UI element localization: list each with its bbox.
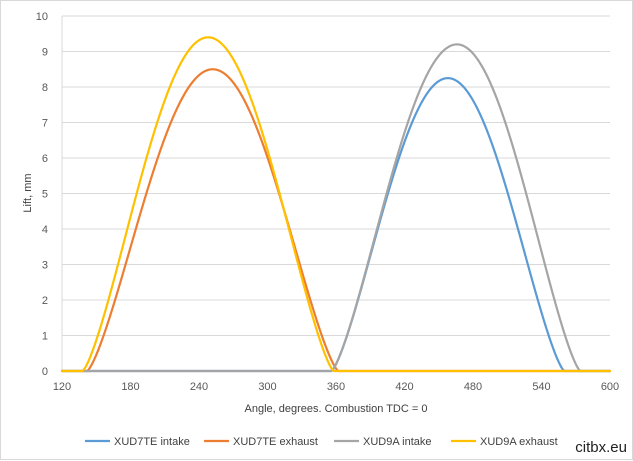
legend-label-1: XUD7TE exhaust: [233, 436, 318, 448]
x-tick-label: 540: [532, 381, 550, 393]
legend-label-3: XUD9A exhaust: [480, 436, 558, 448]
x-tick-label: 180: [121, 381, 139, 393]
x-tick-label: 480: [464, 381, 482, 393]
y-axis-label: Lift, mm: [22, 173, 34, 212]
y-tick-label: 4: [42, 224, 48, 236]
legend: XUD7TE intake XUD7TE exhaust XUD9A intake X…: [85, 436, 558, 448]
tick-labels: 0 1 2 3 4 5 6 7 8 9 10 120 180 240 300 360 420 480 540 600: [36, 11, 619, 393]
x-tick-label: 120: [53, 381, 71, 393]
x-tick-label: 240: [190, 381, 208, 393]
legend-label-0: XUD7TE intake: [114, 436, 190, 448]
y-tick-label: 6: [42, 153, 48, 165]
y-tick-label: 9: [42, 47, 48, 59]
y-tick-label: 3: [42, 260, 48, 272]
legend-label-2: XUD9A intake: [363, 436, 431, 448]
x-tick-label: 420: [395, 381, 413, 393]
series-line-3: [60, 36, 612, 373]
y-tick-label: 1: [42, 331, 48, 343]
gridlines: [62, 15, 610, 336]
x-axis-label: Angle, degrees. Combustion TDC = 0: [245, 403, 428, 415]
y-tick-label: 7: [42, 118, 48, 130]
x-tick-label: 360: [327, 381, 345, 393]
series-lines: [60, 36, 612, 373]
y-tick-label: 5: [42, 189, 48, 201]
series-line-1: [60, 68, 612, 373]
x-tick-label: 600: [601, 381, 619, 393]
series-line-2: [60, 43, 612, 373]
y-tick-label: 0: [42, 366, 48, 378]
watermark-text: citbx.eu: [573, 439, 629, 456]
y-tick-label: 2: [42, 295, 48, 307]
y-tick-label: 10: [36, 11, 48, 23]
y-tick-label: 8: [42, 82, 48, 94]
x-tick-label: 300: [258, 381, 276, 393]
